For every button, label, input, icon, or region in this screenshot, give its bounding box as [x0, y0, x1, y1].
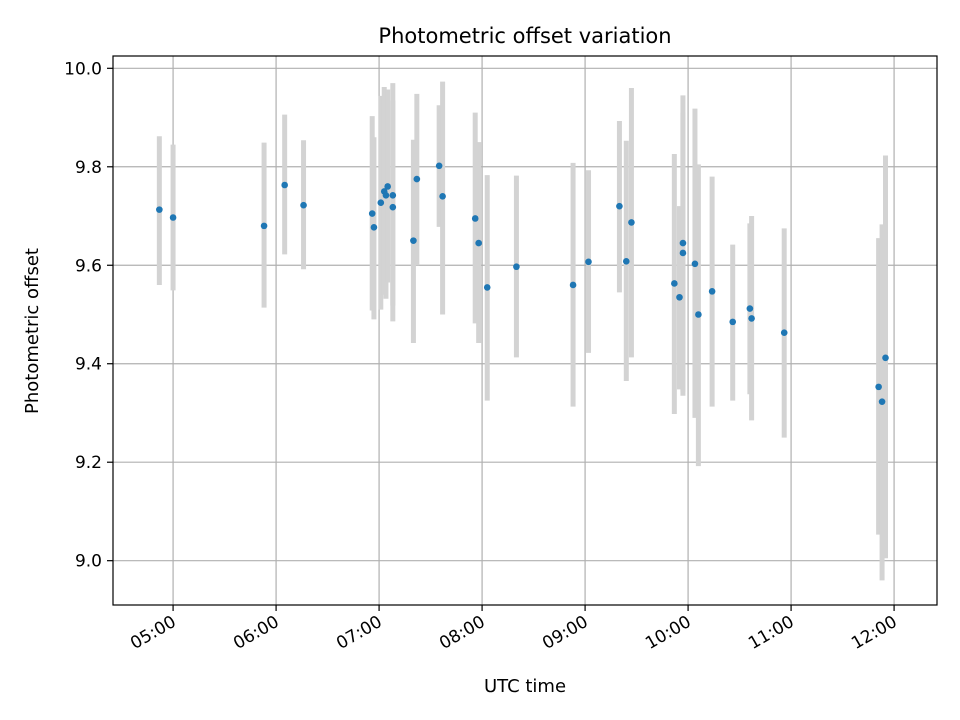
y-tick-label: 9.4: [75, 355, 102, 375]
data-point: [389, 192, 397, 199]
data-point: [671, 280, 678, 287]
data-point: [780, 329, 788, 337]
data-point: [368, 210, 376, 217]
data-point: [748, 315, 755, 322]
data-point: [281, 181, 288, 189]
data-point: [585, 258, 592, 266]
grid: [113, 56, 937, 605]
data-point: [676, 293, 683, 301]
data-point: [746, 305, 754, 312]
data-point: [439, 193, 446, 200]
data-point: [729, 318, 737, 326]
data-point: [413, 175, 421, 183]
plot-frame: [112, 55, 938, 606]
data-point: [695, 311, 702, 318]
y-tick-label: 9.6: [75, 256, 102, 276]
y-tick-label: 9.8: [75, 158, 102, 178]
data-point: [260, 222, 268, 230]
y-axis: 9.0 9.2 9.4 9.6 9.8 10.0: [64, 59, 113, 572]
data-point: [471, 215, 479, 222]
y-tick-label: 10.0: [64, 59, 102, 79]
data-point: [389, 203, 397, 211]
data-point: [875, 383, 882, 391]
data-point: [679, 249, 687, 257]
data-point: [382, 192, 390, 199]
data-point: [708, 288, 716, 295]
data-point: [628, 219, 635, 226]
y-tick-label: 9.2: [75, 453, 102, 473]
data-point: [679, 239, 687, 247]
y-axis-label: Photometric offset: [22, 248, 43, 414]
data-point: [513, 263, 520, 271]
data-point: [882, 354, 889, 362]
data-point: [569, 281, 577, 289]
data-point: [616, 202, 623, 210]
x-axis-label: UTC time: [484, 676, 566, 697]
data-point: [156, 206, 163, 213]
data-point: [691, 260, 699, 268]
data-point: [169, 214, 177, 221]
y-tick-label: 9.0: [75, 552, 102, 572]
data-points: [156, 162, 889, 405]
data-point: [300, 201, 307, 209]
data-point: [622, 258, 630, 265]
data-point: [475, 239, 482, 247]
data-point: [370, 224, 378, 231]
data-point: [435, 162, 443, 170]
chart-title: Photometric offset variation: [378, 24, 671, 48]
data-point: [384, 183, 391, 190]
data-point: [483, 284, 491, 291]
data-point: [377, 199, 385, 207]
data-point: [878, 398, 886, 405]
data-point: [410, 237, 417, 244]
